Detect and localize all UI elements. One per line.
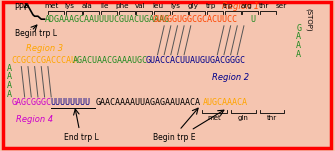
Text: leu: leu xyxy=(152,3,163,9)
Text: trp: trp xyxy=(205,3,216,9)
Text: AUGCAAACA: AUGCAAACA xyxy=(202,98,247,107)
Text: A: A xyxy=(7,81,12,90)
Text: Begin trp E: Begin trp E xyxy=(153,133,195,142)
Text: ser: ser xyxy=(276,3,287,9)
Text: Region 4: Region 4 xyxy=(16,115,53,124)
Text: AGACUAACGAAAUGC: AGACUAACGAAAUGC xyxy=(73,56,148,65)
Text: GAGCGGGC: GAGCGGGC xyxy=(11,98,51,107)
Text: A: A xyxy=(7,72,12,82)
Text: val: val xyxy=(135,3,145,9)
Text: phe: phe xyxy=(116,3,129,9)
Text: arg: arg xyxy=(240,3,252,9)
Text: A: A xyxy=(296,32,301,42)
Text: PPP: PPP xyxy=(15,3,30,12)
Text: CCGCCCGACCCAU: CCGCCCGACCCAU xyxy=(11,56,76,65)
Text: gln: gln xyxy=(238,116,249,122)
Text: Begin trp L: Begin trp L xyxy=(15,29,57,39)
Text: A: A xyxy=(7,90,12,99)
Text: trp: trp xyxy=(223,3,234,9)
Text: GUACCACUUAUGUGACGGGC: GUACCACUUAUGUGACGGGC xyxy=(146,56,246,65)
Text: gly: gly xyxy=(188,3,199,9)
Text: lys: lys xyxy=(171,3,181,9)
Text: met: met xyxy=(45,3,59,9)
Text: Region 1: Region 1 xyxy=(222,2,259,11)
Text: U: U xyxy=(250,15,255,24)
Text: lys: lys xyxy=(64,3,74,9)
Text: Region 3: Region 3 xyxy=(26,44,63,53)
Text: thr: thr xyxy=(267,116,277,122)
Text: ADGAAAGCAAUUUUCGUACUGAAAG: ADGAAAGCAAUUUUCGUACUGAAAG xyxy=(45,15,170,24)
Text: A: A xyxy=(296,41,301,50)
Text: A: A xyxy=(7,64,12,73)
Text: (STOP): (STOP) xyxy=(306,8,312,32)
Text: GUUGGUGGCGCACUUCC: GUUGGUGGCGCACUUCC xyxy=(152,15,237,24)
Text: Region 2: Region 2 xyxy=(212,72,249,82)
Text: G: G xyxy=(296,24,301,33)
Text: ile: ile xyxy=(100,3,109,9)
Text: End trp L: End trp L xyxy=(64,133,98,142)
Text: thr: thr xyxy=(259,3,269,9)
Text: UUUUUUUU: UUUUUUUU xyxy=(51,98,90,107)
Text: met: met xyxy=(208,116,221,122)
Text: GAACAAAAUUAGAGAAUAACA: GAACAAAAUUAGAGAAUAACA xyxy=(96,98,201,107)
Text: ala: ala xyxy=(82,3,92,9)
Text: A: A xyxy=(296,50,301,59)
